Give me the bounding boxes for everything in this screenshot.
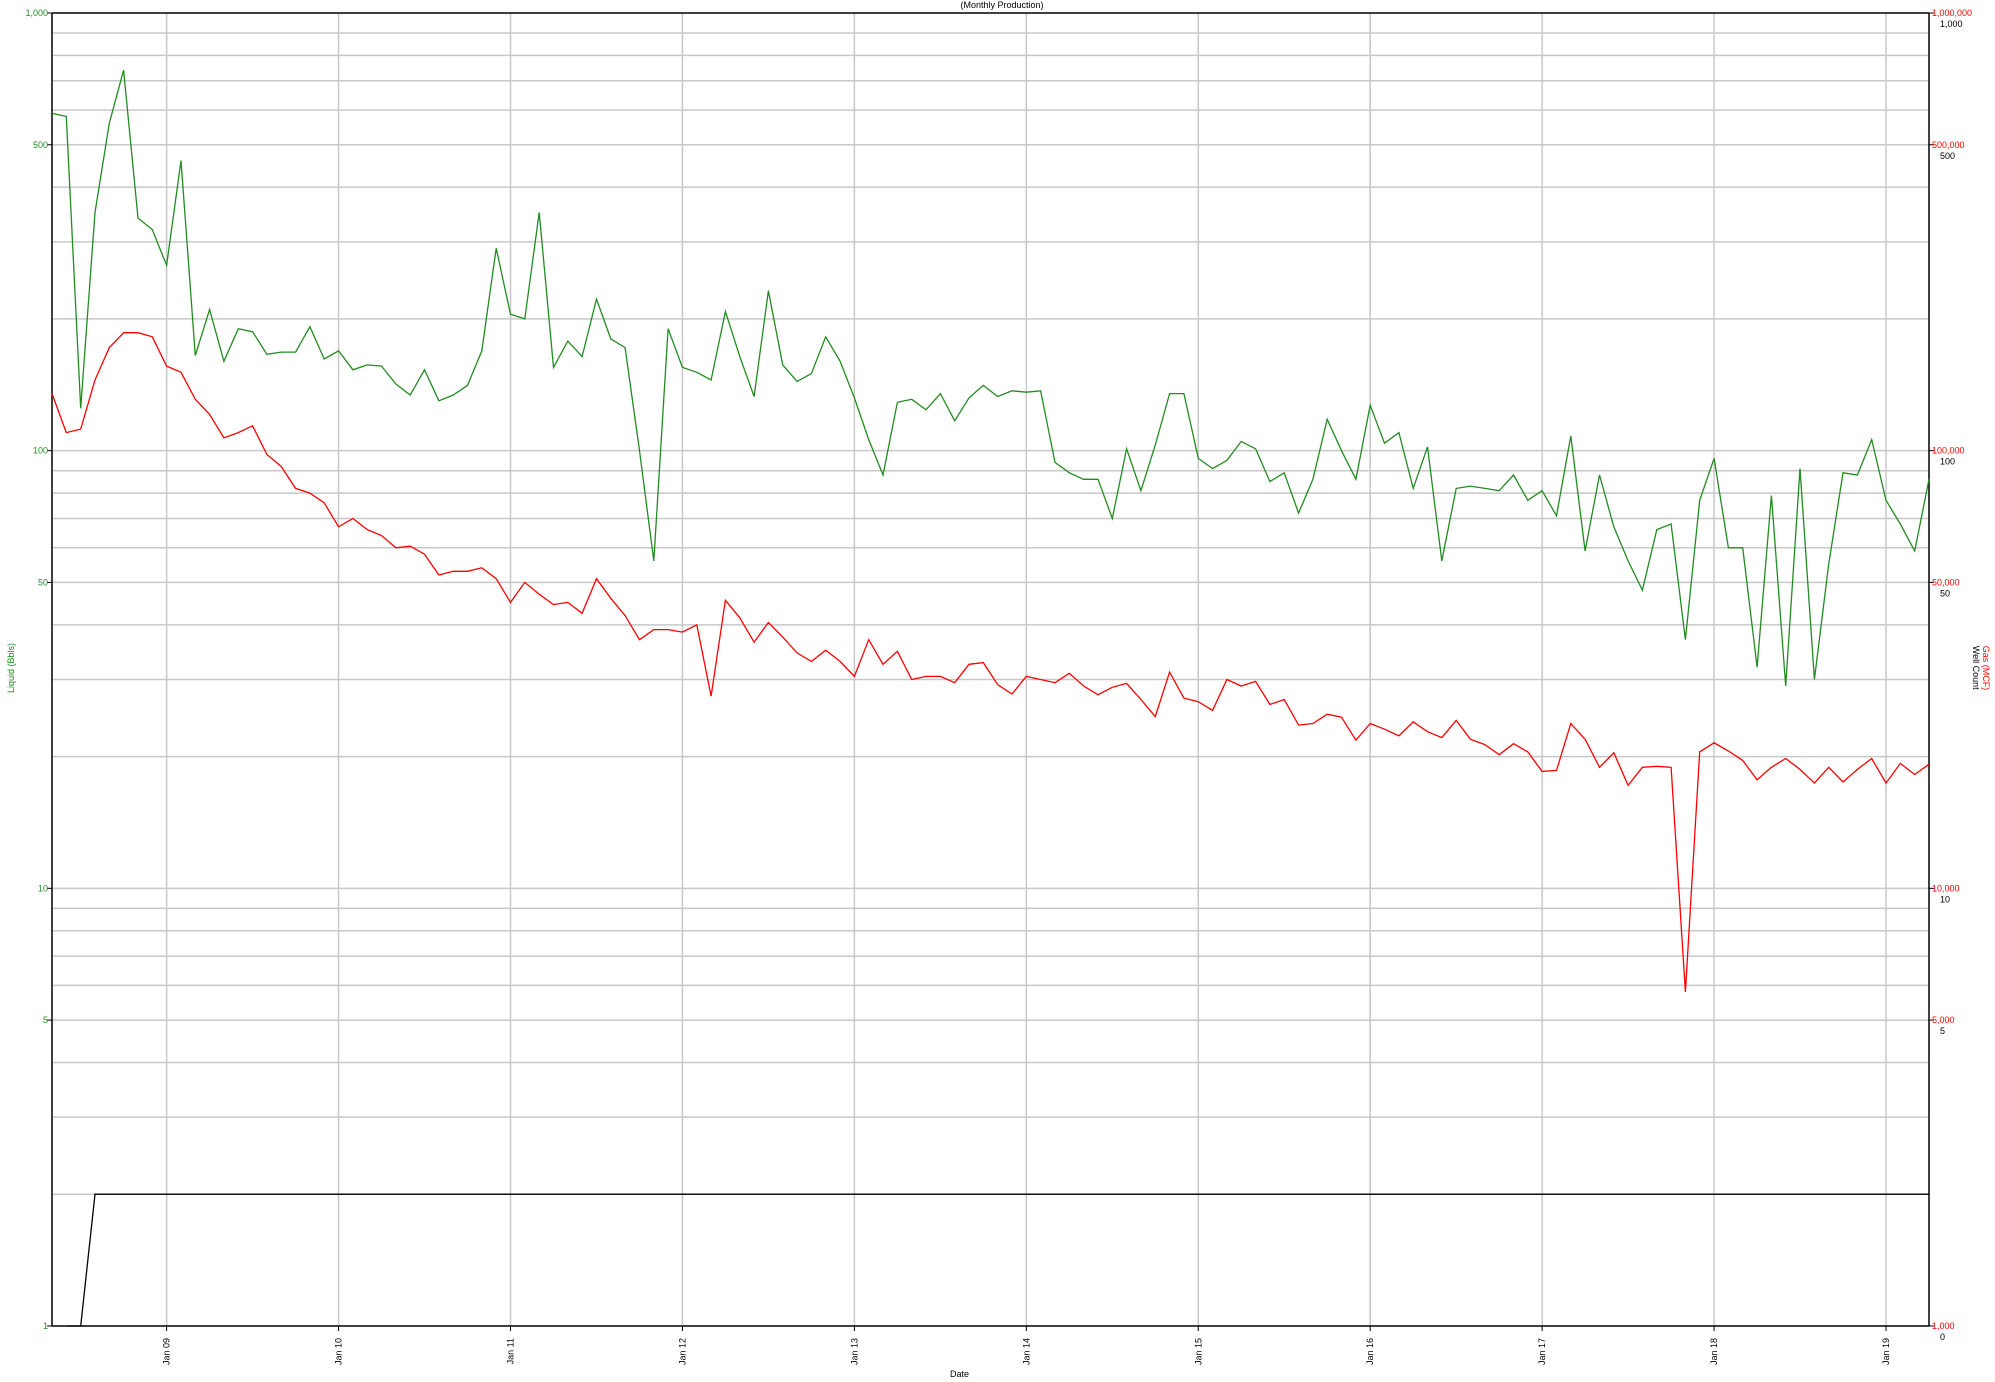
series-lines bbox=[51, 70, 1930, 1327]
x-tick-label: Jan 14 bbox=[1021, 1338, 1031, 1365]
x-axis-label: Date bbox=[950, 1369, 970, 1379]
y-right-gas-tick-label: 10,000 bbox=[1932, 883, 1960, 893]
y-left-tick-label: 500 bbox=[33, 140, 48, 150]
y-right-wellcount-tick-label: 10 bbox=[1940, 894, 1950, 904]
axes bbox=[47, 12, 1934, 1331]
y-left-tick-labels: 1,000 500 100 50 10 5 1 bbox=[25, 8, 48, 1331]
x-tick-label: Jan 13 bbox=[849, 1338, 859, 1365]
grid bbox=[52, 13, 1929, 1326]
x-tick-label: Jan 16 bbox=[1365, 1338, 1375, 1365]
y-right-wellcount-tick-label: 50 bbox=[1940, 588, 1950, 598]
x-tick-label: Jan 09 bbox=[162, 1338, 172, 1365]
x-tick-labels: Jan 09 Jan 10 Jan 11 Jan 12 Jan 13 Jan 14 Jan … bbox=[162, 1338, 1891, 1365]
x-tick-label: Jan 19 bbox=[1881, 1338, 1891, 1365]
y-right-wellcount-tick-label: 0 bbox=[1940, 1332, 1945, 1342]
y-right-gas-tick-label: 1,000,000 bbox=[1932, 8, 1972, 18]
well-count-line bbox=[66, 1193, 1929, 1327]
y-left-tick-label: 100 bbox=[33, 446, 48, 456]
x-tick-label: Jan 18 bbox=[1709, 1338, 1719, 1365]
y-right-wellcount-tick-label: 500 bbox=[1940, 151, 1955, 161]
y-axis-label-liquid: Liquid (Bbls) bbox=[6, 642, 16, 694]
y-right-gas-tick-label: 100,000 bbox=[1932, 446, 1965, 456]
y-axis-label-right: Gas (MCF) Well Count bbox=[1971, 646, 1991, 691]
y-left-tick-label: 1,000 bbox=[25, 8, 48, 18]
x-tick-label: Jan 11 bbox=[506, 1338, 516, 1364]
x-tick-label: Jan 17 bbox=[1537, 1338, 1547, 1365]
y-left-tick-label: 10 bbox=[38, 883, 48, 893]
y-right-gas-tick-label: 5,000 bbox=[1932, 1015, 1955, 1025]
y-right-wellcount-tick-label: 5 bbox=[1940, 1026, 1945, 1036]
y-axis-label-well-count: Well Count bbox=[1971, 645, 1981, 690]
y-right-wellcount-tick-label: 100 bbox=[1940, 457, 1955, 467]
y-right-gas-tick-label: 1,000 bbox=[1932, 1321, 1955, 1331]
y-right-gas-tick-label: 50,000 bbox=[1932, 577, 1960, 587]
y-left-tick-label: 1 bbox=[43, 1321, 48, 1331]
x-tick-label: Jan 15 bbox=[1193, 1338, 1203, 1365]
x-tick-label: Jan 10 bbox=[334, 1338, 344, 1365]
y-right-gas-tick-label: 500,000 bbox=[1932, 140, 1965, 150]
gas-mcf-line bbox=[51, 332, 1930, 992]
y-right-tick-labels: 1,000,000 500,000 100,000 50,000 10,000 5,000… bbox=[1932, 8, 1972, 1342]
y-left-tick-label: 50 bbox=[38, 577, 48, 587]
y-left-tick-label: 5 bbox=[43, 1015, 48, 1025]
y-right-wellcount-tick-label: 1,000 bbox=[1940, 19, 1963, 29]
x-tick-label: Jan 12 bbox=[677, 1338, 687, 1365]
chart-subtitle: (Monthly Production) bbox=[960, 0, 1044, 10]
y-axis-label-gas: Gas (MCF) bbox=[1981, 645, 1991, 691]
liquid-bbls-line bbox=[51, 70, 1930, 687]
